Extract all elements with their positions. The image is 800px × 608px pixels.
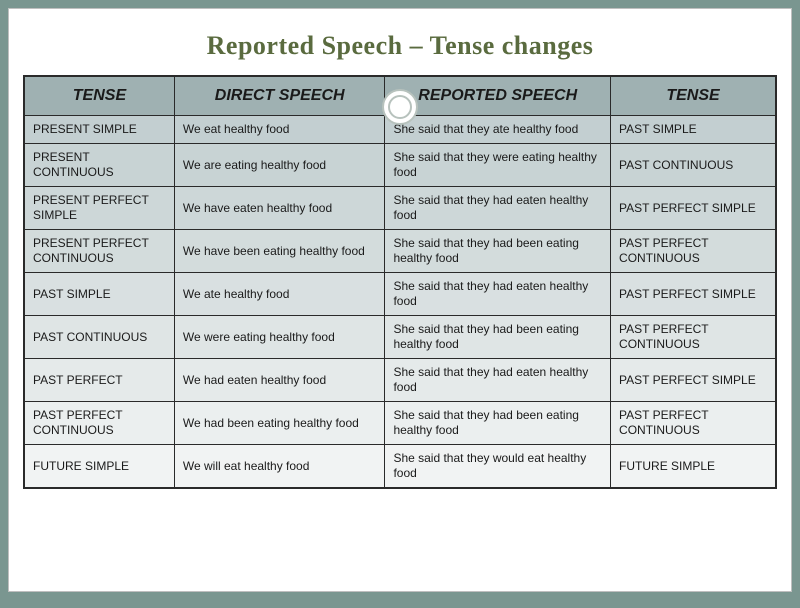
cell-reported: She said that they would eat healthy foo…	[385, 445, 611, 489]
cell-direct: We eat healthy food	[174, 116, 385, 144]
cell-tense-out: FUTURE SIMPLE	[611, 445, 776, 489]
cell-direct: We will eat healthy food	[174, 445, 385, 489]
cell-tense-in: PAST CONTINUOUS	[24, 316, 174, 359]
cell-tense-out: PAST PERFECT SIMPLE	[611, 187, 776, 230]
table-row: PAST SIMPLE We ate healthy food She said…	[24, 273, 776, 316]
cell-reported: She said that they were eating healthy f…	[385, 144, 611, 187]
col-header-direct: DIRECT SPEECH	[174, 76, 385, 116]
table-row: PRESENT PERFECT SIMPLE We have eaten hea…	[24, 187, 776, 230]
cell-direct: We have been eating healthy food	[174, 230, 385, 273]
table-row: FUTURE SIMPLE We will eat healthy food S…	[24, 445, 776, 489]
cell-direct: We are eating healthy food	[174, 144, 385, 187]
cell-tense-in: PAST PERFECT CONTINUOUS	[24, 402, 174, 445]
cell-reported: She said that they had eaten healthy foo…	[385, 359, 611, 402]
cell-reported: She said that they had been eating healt…	[385, 316, 611, 359]
cell-direct: We had been eating healthy food	[174, 402, 385, 445]
slide-title: Reported Speech – Tense changes	[9, 9, 791, 75]
cell-tense-in: PRESENT PERFECT CONTINUOUS	[24, 230, 174, 273]
ring-ornament-icon	[382, 89, 418, 125]
tense-table: TENSE DIRECT SPEECH REPORTED SPEECH TENS…	[23, 75, 777, 489]
table-row: PAST CONTINUOUS We were eating healthy f…	[24, 316, 776, 359]
cell-reported: She said that they had eaten healthy foo…	[385, 187, 611, 230]
cell-tense-out: PAST PERFECT CONTINUOUS	[611, 402, 776, 445]
cell-tense-out: PAST PERFECT SIMPLE	[611, 273, 776, 316]
table-body: PRESENT SIMPLE We eat healthy food She s…	[24, 116, 776, 489]
cell-tense-in: PRESENT CONTINUOUS	[24, 144, 174, 187]
cell-direct: We had eaten healthy food	[174, 359, 385, 402]
cell-tense-out: PAST PERFECT CONTINUOUS	[611, 316, 776, 359]
cell-tense-out: PAST SIMPLE	[611, 116, 776, 144]
cell-tense-out: PAST PERFECT CONTINUOUS	[611, 230, 776, 273]
table-row: PRESENT PERFECT CONTINUOUS We have been …	[24, 230, 776, 273]
cell-reported: She said that they had been eating healt…	[385, 230, 611, 273]
col-header-tense-in: TENSE	[24, 76, 174, 116]
cell-tense-out: PAST CONTINUOUS	[611, 144, 776, 187]
cell-reported: She said that they had been eating healt…	[385, 402, 611, 445]
table-row: PRESENT CONTINUOUS We are eating healthy…	[24, 144, 776, 187]
table-row: PAST PERFECT We had eaten healthy food S…	[24, 359, 776, 402]
slide: Reported Speech – Tense changes TENSE DI…	[8, 8, 792, 592]
cell-direct: We were eating healthy food	[174, 316, 385, 359]
cell-reported: She said that they ate healthy food	[385, 116, 611, 144]
table-container: TENSE DIRECT SPEECH REPORTED SPEECH TENS…	[9, 75, 791, 489]
col-header-tense-out: TENSE	[611, 76, 776, 116]
cell-tense-in: PRESENT SIMPLE	[24, 116, 174, 144]
table-row: PAST PERFECT CONTINUOUS We had been eati…	[24, 402, 776, 445]
cell-direct: We have eaten healthy food	[174, 187, 385, 230]
col-header-reported: REPORTED SPEECH	[385, 76, 611, 116]
cell-direct: We ate healthy food	[174, 273, 385, 316]
cell-tense-out: PAST PERFECT SIMPLE	[611, 359, 776, 402]
cell-reported: She said that they had eaten healthy foo…	[385, 273, 611, 316]
cell-tense-in: PRESENT PERFECT SIMPLE	[24, 187, 174, 230]
cell-tense-in: PAST SIMPLE	[24, 273, 174, 316]
cell-tense-in: FUTURE SIMPLE	[24, 445, 174, 489]
cell-tense-in: PAST PERFECT	[24, 359, 174, 402]
